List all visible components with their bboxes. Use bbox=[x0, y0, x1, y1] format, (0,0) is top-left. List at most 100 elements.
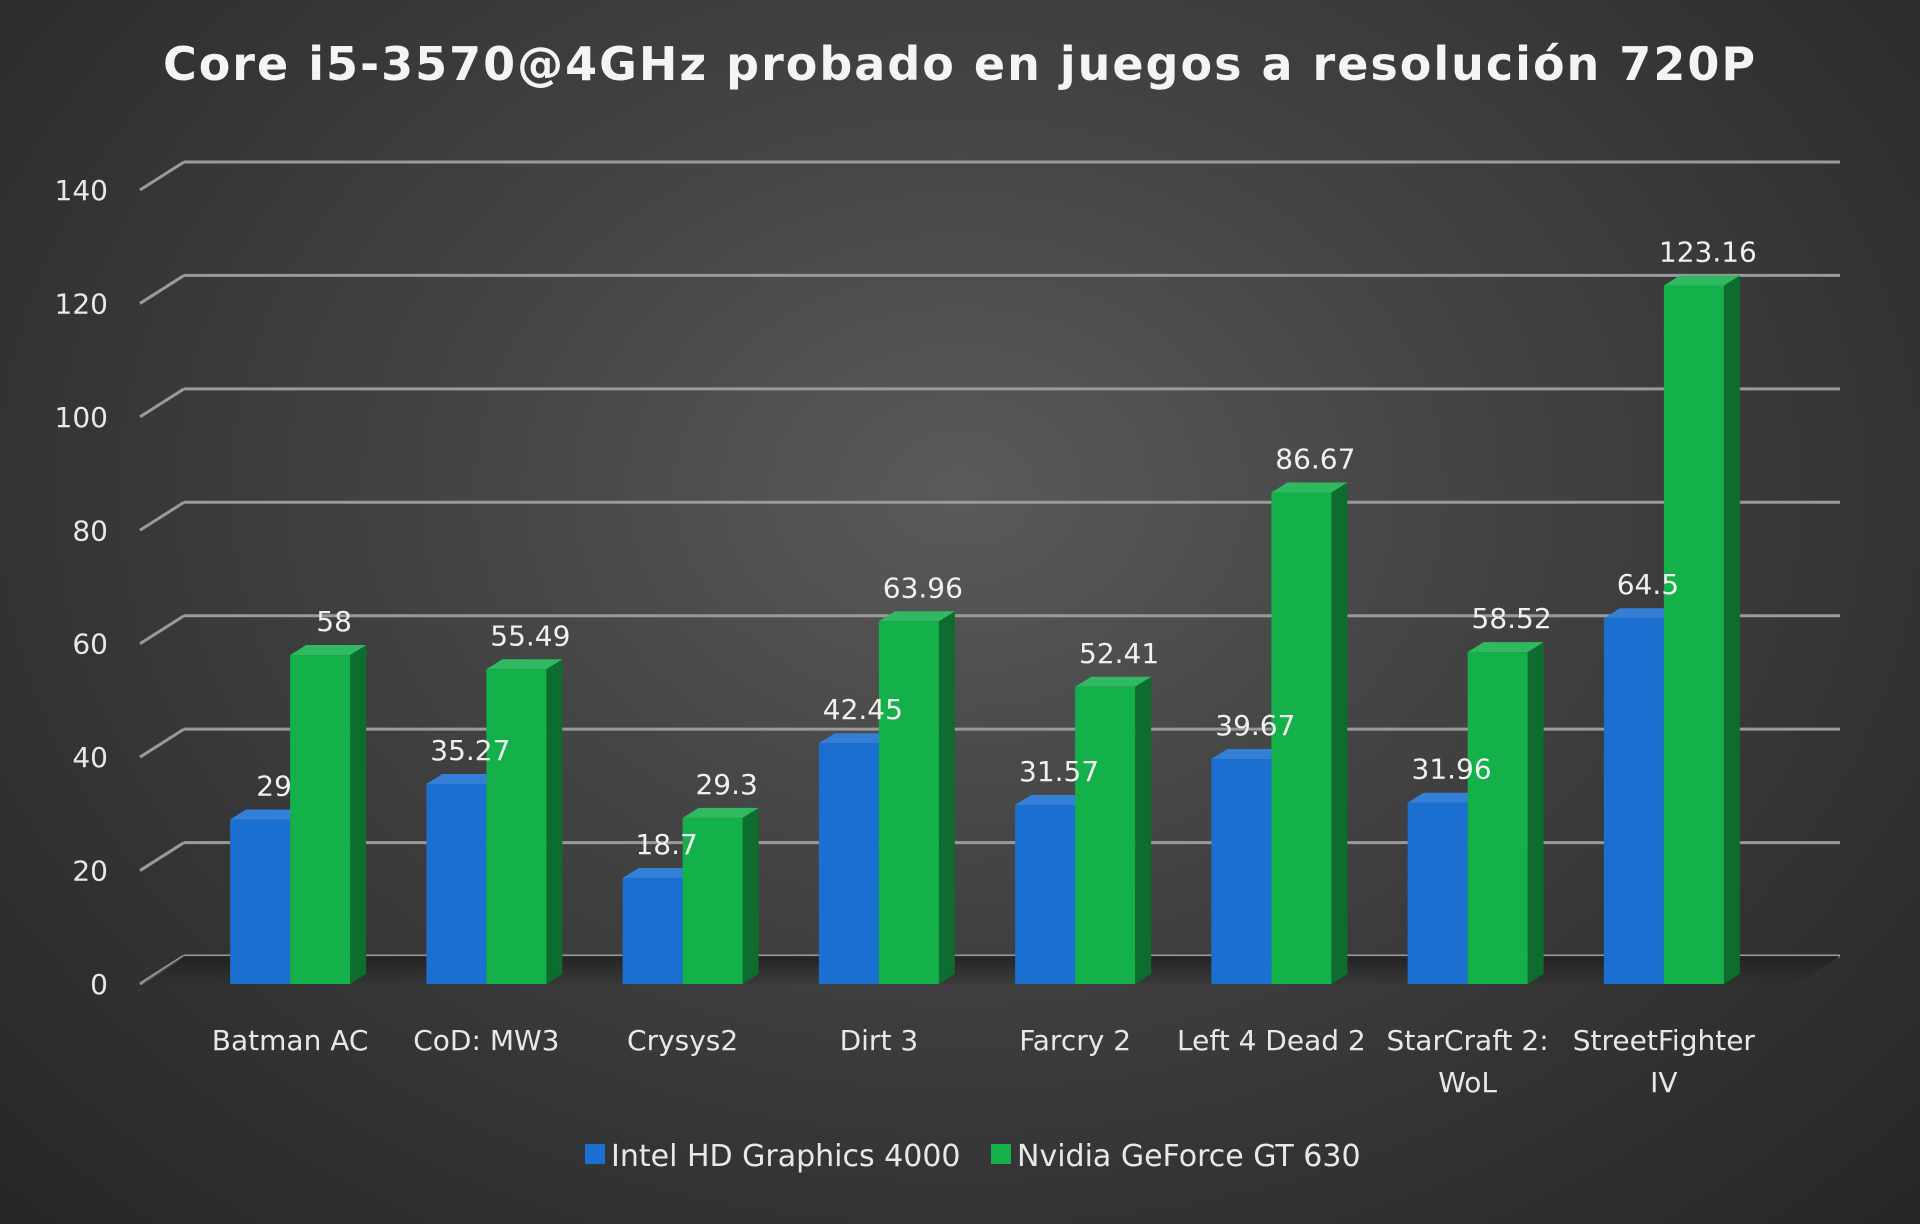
y-tick-label: 100 bbox=[55, 401, 108, 434]
bar-top bbox=[818, 733, 895, 744]
bar-side bbox=[1527, 642, 1544, 984]
legend-swatch bbox=[585, 1144, 605, 1164]
value-labels: 29 58 35.27 55.49 18.7 29.3 42.45 63.96 31.57 52.… bbox=[256, 236, 1757, 861]
value-label: 18.7 bbox=[635, 828, 697, 861]
gridline-depth bbox=[139, 727, 185, 759]
x-axis-categories: Batman AC CoD: MW3 Crysys2 Dirt 3 Farcry 2 Le… bbox=[212, 1024, 1756, 1099]
value-label: 64.5 bbox=[1617, 568, 1679, 601]
bar-top bbox=[1271, 482, 1348, 493]
bar-side bbox=[1331, 482, 1348, 984]
category-label: Farcry 2 bbox=[1019, 1024, 1131, 1057]
category-label: Left 4 Dead 2 bbox=[1177, 1024, 1366, 1057]
bar-front bbox=[1467, 652, 1528, 984]
category-label: StarCraft 2: WoL bbox=[1387, 1024, 1549, 1099]
gridline-depth bbox=[139, 501, 185, 532]
bar-nvidia bbox=[1075, 676, 1152, 984]
bar-side bbox=[546, 659, 563, 984]
value-label: 55.49 bbox=[490, 619, 570, 652]
gridline-depth bbox=[139, 160, 185, 192]
value-label: 31.57 bbox=[1019, 755, 1099, 788]
y-tick-label: 120 bbox=[55, 287, 108, 320]
bar-front bbox=[1407, 802, 1468, 984]
bar-nvidia bbox=[1271, 482, 1348, 984]
bar-nvidia bbox=[682, 807, 759, 984]
bar-top bbox=[1075, 676, 1152, 687]
bar-side bbox=[938, 611, 955, 984]
legend-swatch bbox=[991, 1144, 1011, 1164]
y-tick-label: 20 bbox=[72, 855, 108, 888]
value-label: 58 bbox=[316, 605, 352, 638]
value-label: 123.16 bbox=[1659, 236, 1757, 269]
value-label: 29 bbox=[256, 770, 292, 803]
value-label: 52.41 bbox=[1079, 637, 1159, 670]
bar-top bbox=[230, 809, 307, 820]
bar-nvidia bbox=[486, 659, 563, 984]
bar-top bbox=[1467, 642, 1544, 653]
y-axis-ticks: 0 20 40 60 80 100 120 140 bbox=[55, 174, 108, 1001]
category-label: Batman AC bbox=[212, 1024, 369, 1057]
gridline-depth bbox=[139, 841, 185, 872]
bar-top bbox=[1407, 792, 1484, 803]
bar-top bbox=[878, 611, 955, 622]
y-tick-label: 60 bbox=[72, 628, 108, 661]
value-label: 58.52 bbox=[1472, 602, 1552, 635]
bar-side bbox=[350, 645, 367, 984]
value-label: 35.27 bbox=[430, 734, 510, 767]
bar-front bbox=[1015, 804, 1076, 984]
bar-front bbox=[818, 743, 879, 984]
y-tick-label: 40 bbox=[72, 741, 108, 774]
gridline-depth bbox=[139, 274, 185, 305]
bar-side bbox=[1135, 676, 1152, 984]
bar-front bbox=[682, 817, 743, 984]
category-label: StreetFighter IV bbox=[1573, 1024, 1756, 1099]
gridline-depth bbox=[139, 614, 185, 645]
bars bbox=[230, 275, 1740, 985]
value-label: 42.45 bbox=[823, 693, 903, 726]
value-label: 86.67 bbox=[1275, 442, 1355, 475]
bar-top bbox=[290, 645, 367, 656]
gridline-depth bbox=[139, 387, 185, 419]
chart-floor bbox=[140, 956, 1840, 984]
bar-top bbox=[1211, 749, 1288, 760]
bar-front bbox=[486, 669, 547, 984]
y-tick-label: 140 bbox=[55, 174, 108, 207]
bar-top bbox=[1603, 608, 1680, 619]
bar-front bbox=[1603, 618, 1664, 984]
bar-front bbox=[1075, 686, 1136, 984]
y-tick-label: 0 bbox=[90, 968, 108, 1001]
bar-top bbox=[486, 659, 563, 670]
bar-side bbox=[742, 807, 759, 984]
bar-front bbox=[1663, 285, 1724, 985]
bar-front bbox=[230, 819, 291, 984]
legend-label: Nvidia GeForce GT 630 bbox=[1017, 1139, 1361, 1174]
chart-title: Core i5-3570@4GHz probado en juegos a re… bbox=[163, 37, 1757, 91]
category-label: CoD: MW3 bbox=[413, 1024, 559, 1057]
bar-front bbox=[878, 621, 939, 984]
floor-plane bbox=[140, 956, 1840, 984]
bar-front bbox=[1211, 759, 1272, 984]
bar-nvidia bbox=[1467, 642, 1544, 984]
bar-side bbox=[1723, 275, 1740, 985]
category-label: Crysys2 bbox=[627, 1024, 738, 1057]
value-label: 63.96 bbox=[883, 571, 963, 604]
bar-front bbox=[290, 655, 351, 984]
value-label: 29.3 bbox=[695, 768, 757, 801]
bar-top bbox=[1015, 794, 1092, 805]
legend: Intel HD Graphics 4000 Nvidia GeForce GT … bbox=[585, 1139, 1361, 1174]
bar-top bbox=[426, 773, 503, 784]
bar-nvidia bbox=[878, 611, 955, 984]
gridlines bbox=[139, 160, 1840, 986]
bar-front bbox=[622, 877, 683, 984]
bar-front bbox=[426, 783, 487, 984]
bar-front bbox=[1271, 492, 1332, 984]
bar-top bbox=[682, 807, 759, 818]
bar-nvidia bbox=[290, 645, 367, 984]
bar-nvidia bbox=[1663, 275, 1740, 985]
bar-top bbox=[1663, 275, 1740, 286]
bar-top bbox=[622, 867, 699, 878]
value-label: 39.67 bbox=[1215, 709, 1295, 742]
y-tick-label: 80 bbox=[72, 514, 108, 547]
category-label: Dirt 3 bbox=[840, 1024, 919, 1057]
